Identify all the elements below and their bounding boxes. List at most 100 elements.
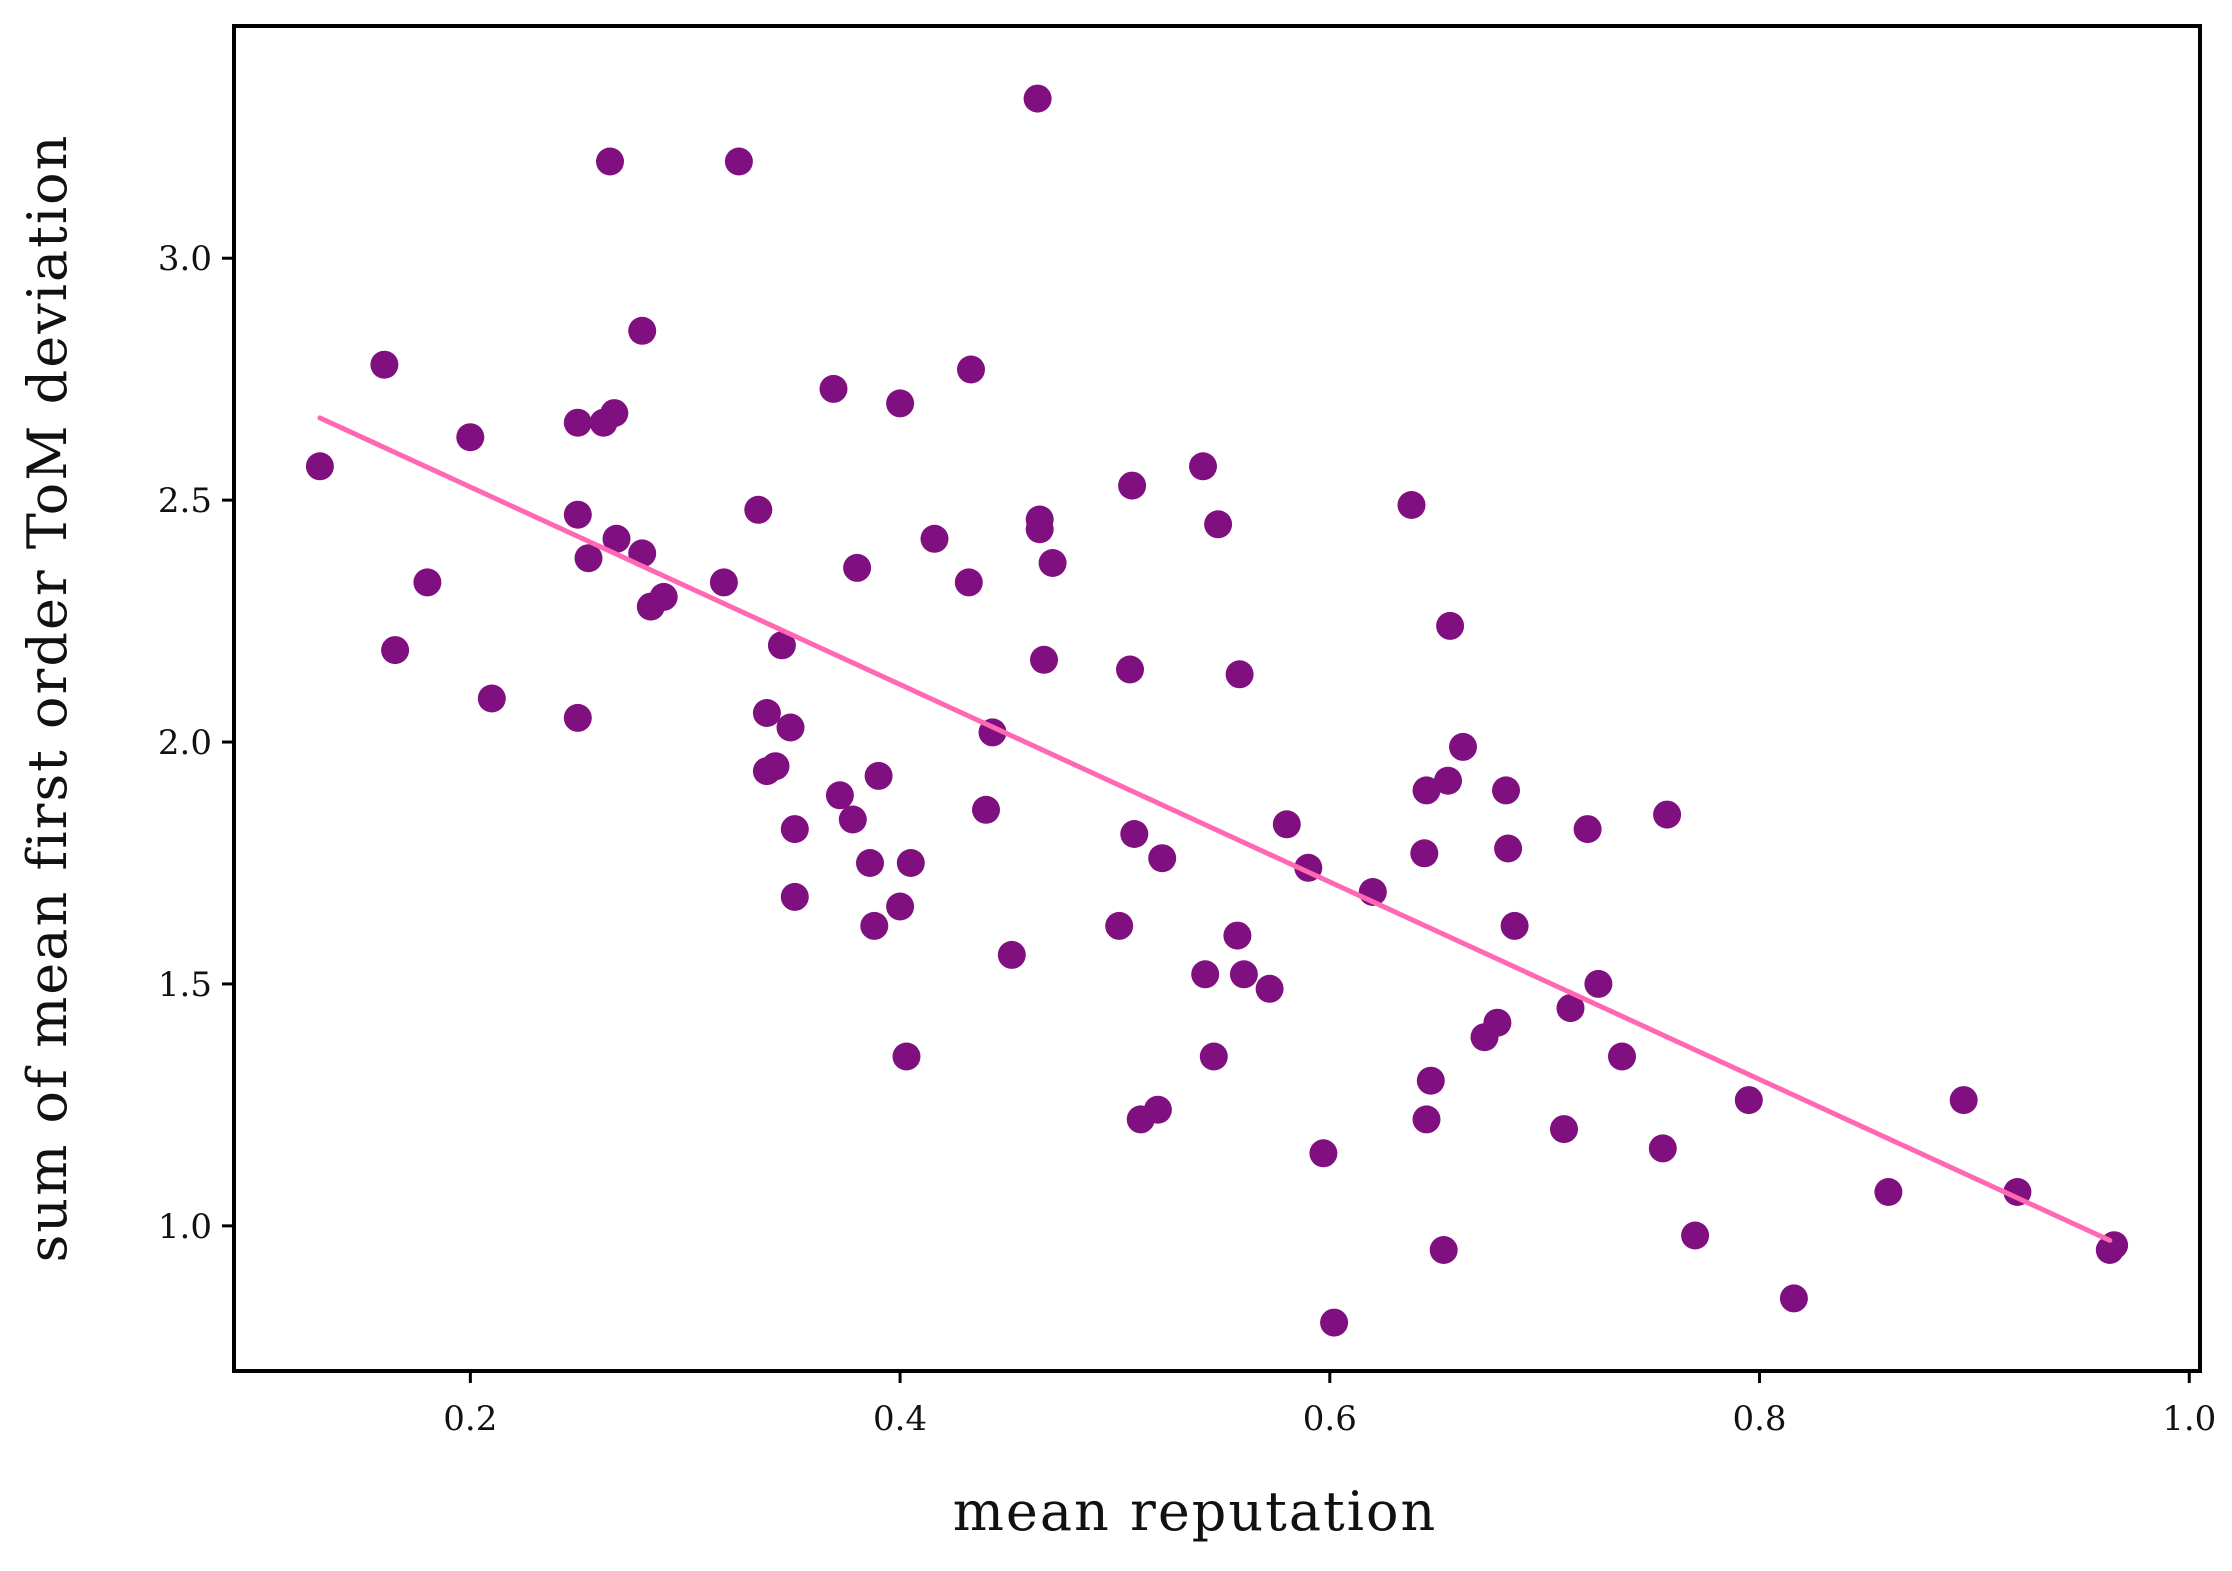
data-point-84 <box>1550 1115 1578 1144</box>
data-point-58 <box>1191 960 1220 989</box>
trend-line <box>317 415 2113 1243</box>
data-point-39 <box>920 524 949 553</box>
data-point-8 <box>574 544 603 573</box>
data-point-75 <box>1429 1236 1458 1264</box>
data-point-67 <box>1309 1139 1338 1168</box>
data-point-1 <box>370 350 399 379</box>
data-point-34 <box>864 761 893 790</box>
data-point-32 <box>856 849 884 877</box>
data-point-80 <box>1483 1008 1512 1037</box>
data-point-29 <box>825 781 854 810</box>
y-tick-label: 2.5 <box>158 481 212 521</box>
data-point-76 <box>1434 766 1462 795</box>
data-point-49 <box>1038 549 1067 577</box>
y-tick-label: 1.5 <box>158 965 212 1005</box>
x-axis-label: mean reputation <box>953 1480 1438 1543</box>
data-point-71 <box>1410 839 1439 868</box>
data-point-26 <box>780 815 809 844</box>
data-point-55 <box>1143 1095 1172 1124</box>
data-point-50 <box>1105 911 1134 940</box>
data-point-2 <box>381 636 410 665</box>
y-axis-label: sum of mean first order ToM deviation <box>16 134 79 1263</box>
y-tick-label: 1.0 <box>158 1207 212 1247</box>
x-tick-label: 0.4 <box>873 1399 927 1439</box>
data-point-37 <box>892 1042 921 1071</box>
data-point-73 <box>1412 1105 1441 1134</box>
data-point-94 <box>1874 1178 1903 1206</box>
data-point-18 <box>709 568 738 597</box>
data-point-42 <box>972 795 1000 824</box>
data-point-82 <box>1494 834 1523 863</box>
data-point-64 <box>1255 974 1284 1003</box>
data-point-59 <box>1199 1042 1228 1071</box>
data-point-70 <box>1397 491 1426 519</box>
data-point-92 <box>1734 1086 1763 1115</box>
data-point-14 <box>628 316 657 345</box>
data-point-35 <box>886 389 915 418</box>
data-point-68 <box>1320 1308 1349 1337</box>
data-point-95 <box>1949 1086 1978 1115</box>
data-point-72 <box>1412 776 1441 805</box>
data-point-87 <box>1584 969 1613 998</box>
data-point-20 <box>744 495 773 524</box>
data-point-41 <box>957 355 985 384</box>
data-point-88 <box>1608 1042 1636 1071</box>
plot-frame <box>232 24 2202 1373</box>
data-point-61 <box>1223 921 1252 950</box>
data-point-40 <box>954 568 983 597</box>
data-point-5 <box>477 684 506 713</box>
data-point-38 <box>896 849 925 877</box>
data-point-74 <box>1416 1066 1445 1095</box>
data-point-0 <box>305 452 334 481</box>
data-point-19 <box>724 147 753 176</box>
x-tick-label: 0.8 <box>1732 1399 1786 1439</box>
y-tick-label: 2.0 <box>158 723 212 763</box>
data-point-83 <box>1500 911 1529 940</box>
data-point-28 <box>819 374 848 403</box>
data-point-21 <box>752 699 781 727</box>
data-point-93 <box>1779 1284 1808 1313</box>
data-point-51 <box>1116 655 1144 684</box>
data-point-47 <box>1025 515 1054 544</box>
data-point-4 <box>456 423 485 452</box>
data-point-44 <box>997 940 1026 969</box>
data-point-86 <box>1573 815 1602 844</box>
data-point-85 <box>1556 994 1585 1023</box>
data-point-30 <box>838 805 867 834</box>
data-point-9 <box>563 703 592 732</box>
data-point-11 <box>596 147 624 176</box>
data-point-77 <box>1436 611 1465 640</box>
data-point-63 <box>1229 960 1258 989</box>
data-point-78 <box>1449 732 1477 761</box>
data-point-48 <box>1030 645 1058 674</box>
data-point-13 <box>602 524 631 553</box>
data-point-65 <box>1272 810 1301 839</box>
data-point-25 <box>776 713 805 742</box>
x-tick-label: 0.6 <box>1303 1399 1357 1439</box>
data-point-56 <box>1148 844 1177 873</box>
data-point-31 <box>843 553 872 582</box>
data-point-90 <box>1653 800 1682 829</box>
data-point-17 <box>649 582 678 611</box>
ticks-layer: 0.2 0.4 0.6 0.8 1.0 1.0 1.5 2.0 2.5 3.0 <box>158 239 2216 1439</box>
data-point-27 <box>780 882 809 911</box>
data-point-53 <box>1120 820 1149 848</box>
data-point-57 <box>1189 452 1217 481</box>
data-point-91 <box>1681 1221 1710 1250</box>
data-point-7 <box>563 500 592 529</box>
y-tick-label: 3.0 <box>158 239 212 279</box>
data-point-36 <box>886 892 915 921</box>
marks-layer <box>305 84 2129 1337</box>
x-tick-label: 0.2 <box>443 1399 497 1439</box>
data-point-52 <box>1118 471 1147 500</box>
data-point-24 <box>767 631 796 660</box>
data-point-89 <box>1648 1134 1677 1163</box>
data-point-3 <box>413 568 442 597</box>
data-point-81 <box>1492 776 1520 805</box>
data-point-23 <box>761 752 790 781</box>
data-point-45 <box>1023 84 1052 113</box>
data-point-33 <box>860 911 889 940</box>
data-point-6 <box>563 408 592 437</box>
